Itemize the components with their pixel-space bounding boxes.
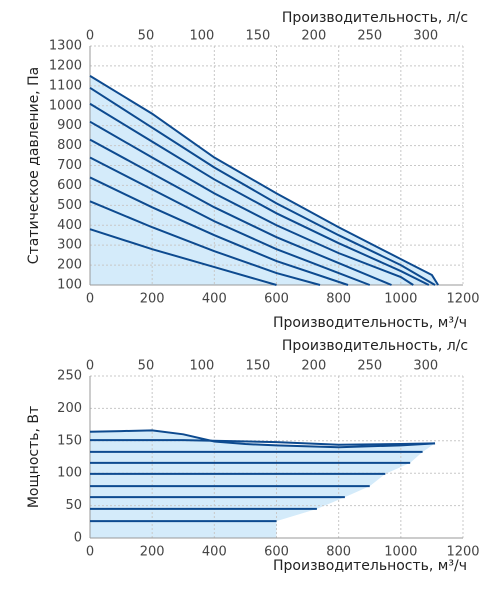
y-tick-label: 300 bbox=[57, 238, 82, 253]
x-tick-label: 0 bbox=[86, 545, 94, 560]
x2-tick-label: 150 bbox=[245, 359, 270, 374]
x2-tick-label: 100 bbox=[189, 29, 214, 44]
x-tick-label: 1000 bbox=[384, 292, 417, 307]
x2-axis-title: Производительность, л/с bbox=[282, 338, 468, 354]
x2-tick-label: 0 bbox=[86, 29, 94, 44]
x2-tick-label: 200 bbox=[301, 359, 326, 374]
y-tick-label: 600 bbox=[57, 178, 82, 193]
x2-tick-label: 100 bbox=[189, 359, 214, 374]
x-tick-label: 1200 bbox=[446, 292, 479, 307]
y-tick-label: 500 bbox=[57, 198, 82, 213]
y-tick-label: 200 bbox=[57, 401, 82, 416]
series-line bbox=[89, 156, 371, 286]
x-tick-label: 800 bbox=[326, 545, 351, 560]
series-line bbox=[89, 86, 436, 286]
x2-tick-label: 0 bbox=[86, 359, 94, 374]
x2-tick-label: 200 bbox=[301, 29, 326, 44]
y-tick-label: 1000 bbox=[49, 98, 82, 113]
x2-tick-label: 150 bbox=[245, 29, 270, 44]
x2-tick-label: 250 bbox=[357, 359, 382, 374]
y-tick-label: 200 bbox=[57, 258, 82, 273]
series-line bbox=[89, 75, 439, 286]
y-tick-label: 1300 bbox=[49, 39, 82, 54]
x-tick-label: 600 bbox=[264, 545, 289, 560]
x2-tick-label: 50 bbox=[138, 359, 155, 374]
series-line bbox=[89, 176, 349, 286]
x2-tick-label: 50 bbox=[138, 29, 155, 44]
x-tick-label: 200 bbox=[140, 292, 165, 307]
x2-tick-label: 300 bbox=[413, 359, 438, 374]
series-line bbox=[89, 429, 436, 449]
x-tick-label: 200 bbox=[140, 545, 165, 560]
y-tick-label: 100 bbox=[57, 278, 82, 293]
y-tick-label: 1100 bbox=[49, 78, 82, 93]
series-line bbox=[89, 120, 414, 286]
x-tick-label: 800 bbox=[326, 292, 351, 307]
x-tick-label: 400 bbox=[202, 292, 227, 307]
series-line bbox=[89, 138, 392, 286]
y-tick-label: 700 bbox=[57, 158, 82, 173]
series-line bbox=[89, 102, 430, 286]
y-tick-label: 400 bbox=[57, 218, 82, 233]
x-tick-label: 0 bbox=[86, 292, 94, 307]
x-tick-label: 600 bbox=[264, 292, 289, 307]
y-tick-label: 100 bbox=[57, 466, 82, 481]
x-tick-label: 1000 bbox=[384, 545, 417, 560]
y-tick-label: 800 bbox=[57, 138, 82, 153]
y-tick-label: 1200 bbox=[49, 58, 82, 73]
x-tick-label: 400 bbox=[202, 545, 227, 560]
x2-tick-label: 300 bbox=[413, 29, 438, 44]
series-line bbox=[89, 228, 277, 286]
y-tick-label: 150 bbox=[57, 433, 82, 448]
fill-area bbox=[90, 75, 439, 285]
y-tick-label: 900 bbox=[57, 118, 82, 133]
x2-tick-label: 250 bbox=[357, 29, 382, 44]
y-axis-title: Статическое давление, Па bbox=[26, 67, 42, 264]
fill-area bbox=[90, 430, 436, 538]
series-line bbox=[89, 200, 321, 286]
x-axis-title: Производительность, м³/ч bbox=[273, 315, 467, 331]
y-axis-title: Мощность, Вт bbox=[26, 406, 42, 508]
y-tick-label: 0 bbox=[74, 531, 82, 546]
x-axis-title: Производительность, м³/ч bbox=[273, 558, 467, 574]
series-line bbox=[90, 439, 436, 446]
x-tick-label: 1200 bbox=[446, 545, 479, 560]
x2-axis-title: Производительность, л/с bbox=[282, 10, 468, 26]
y-tick-label: 250 bbox=[57, 369, 82, 384]
y-tick-label: 50 bbox=[65, 498, 82, 513]
